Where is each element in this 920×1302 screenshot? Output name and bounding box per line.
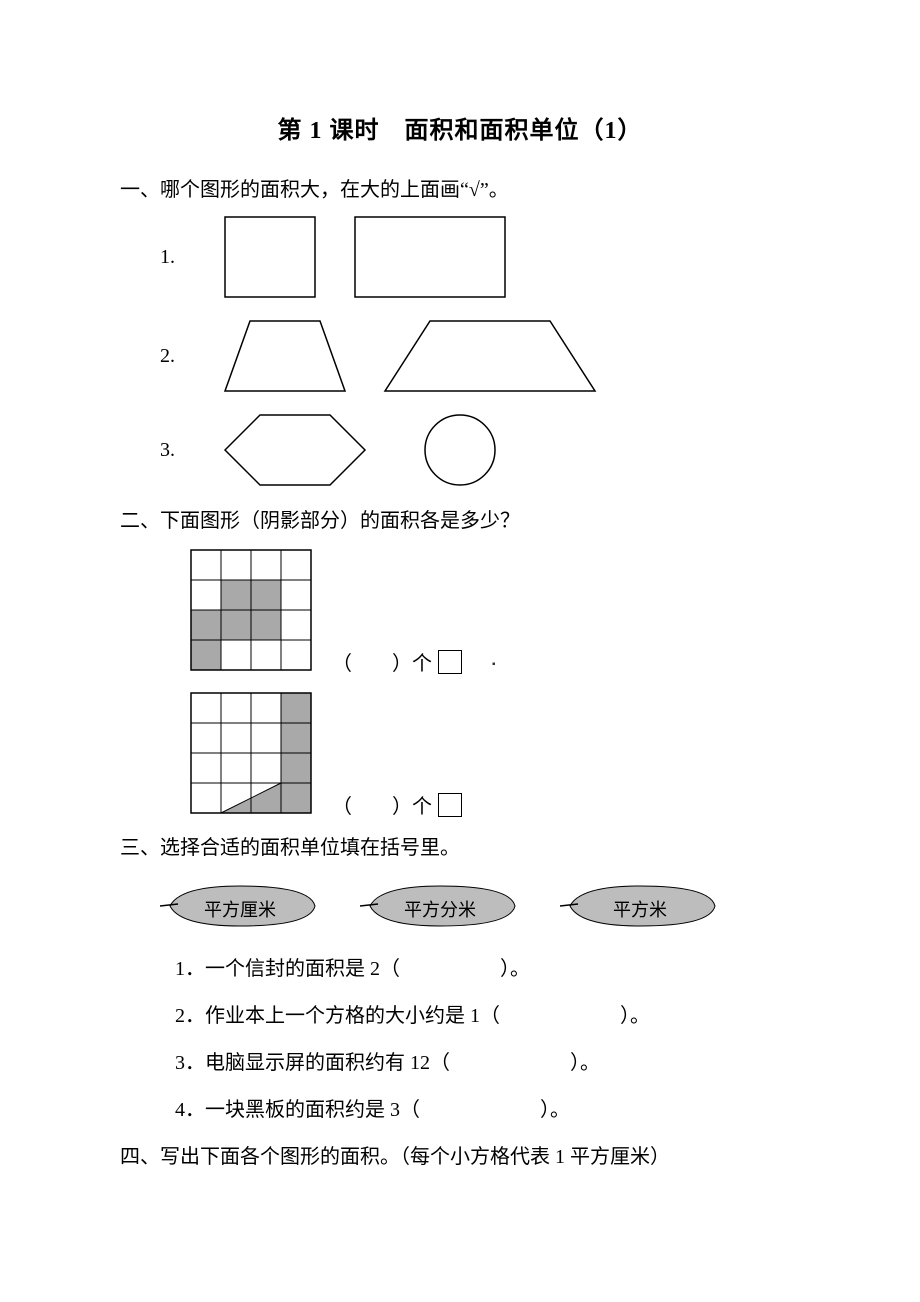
leaf-1-label: 平方厘米: [160, 896, 320, 922]
leaf-2-label: 平方分米: [360, 896, 520, 922]
q3-number: 3.: [160, 439, 190, 462]
s3-q2: 2．作业本上一个方格的大小约是 1（ ）。: [175, 999, 800, 1028]
q3-row: 3.: [160, 410, 800, 490]
grid-1-block: （ ）个 ▪: [190, 549, 800, 676]
page: 第 1 课时 面积和面积单位（1） 一、哪个图形的面积大，在大的上面画“√”。 …: [0, 0, 920, 1302]
leaf-2: 平方分米: [360, 878, 520, 934]
leaf-3-label: 平方米: [560, 896, 720, 922]
s3-q3: 3．电脑显示屏的面积约有 12（ ）。: [175, 1046, 800, 1075]
unit-square-icon: [438, 793, 462, 817]
q2-row: 2.: [160, 316, 800, 396]
leaf-3: 平方米: [560, 878, 720, 934]
grid-2: [190, 692, 312, 819]
grid-1-label: （ ）个: [332, 647, 462, 676]
section-4-heading: 四、写出下面各个图形的面积。（每个小方格代表 1 平方厘米）: [120, 1140, 800, 1169]
leaf-row: 平方厘米 平方分米 平方米: [160, 878, 800, 934]
q1-row: 1.: [160, 212, 800, 302]
q2-shape-b: [380, 316, 600, 396]
unit-square-icon: [438, 650, 462, 674]
s3-q1: 1．一个信封的面积是 2（ ）。: [175, 952, 800, 981]
s3-q4: 4．一块黑板的面积约是 3（ ）。: [175, 1093, 800, 1122]
q1-number: 1.: [160, 246, 190, 269]
section-3-heading: 三、选择合适的面积单位填在括号里。: [120, 831, 800, 860]
grid-2-block: （ ）个: [190, 692, 800, 819]
leaf-1: 平方厘米: [160, 878, 320, 934]
grid-2-label: （ ）个: [332, 790, 462, 819]
q2-shape-a: [220, 316, 350, 396]
q1-shape-b: [350, 212, 510, 302]
page-title: 第 1 课时 面积和面积单位（1）: [120, 110, 800, 145]
grid-1: [190, 549, 312, 676]
section-2-heading: 二、下面图形（阴影部分）的面积各是多少？: [120, 504, 800, 533]
grid-2-prefix: （ ）个: [332, 790, 432, 819]
section-1-heading: 一、哪个图形的面积大，在大的上面画“√”。: [120, 173, 800, 202]
q3-shape-a: [220, 410, 370, 490]
q3-shape-b: [420, 410, 500, 490]
q1-shape-a: [220, 212, 320, 302]
grid-1-prefix: （ ）个: [332, 647, 432, 676]
dot-marker: ▪: [492, 659, 496, 670]
q2-number: 2.: [160, 345, 190, 368]
